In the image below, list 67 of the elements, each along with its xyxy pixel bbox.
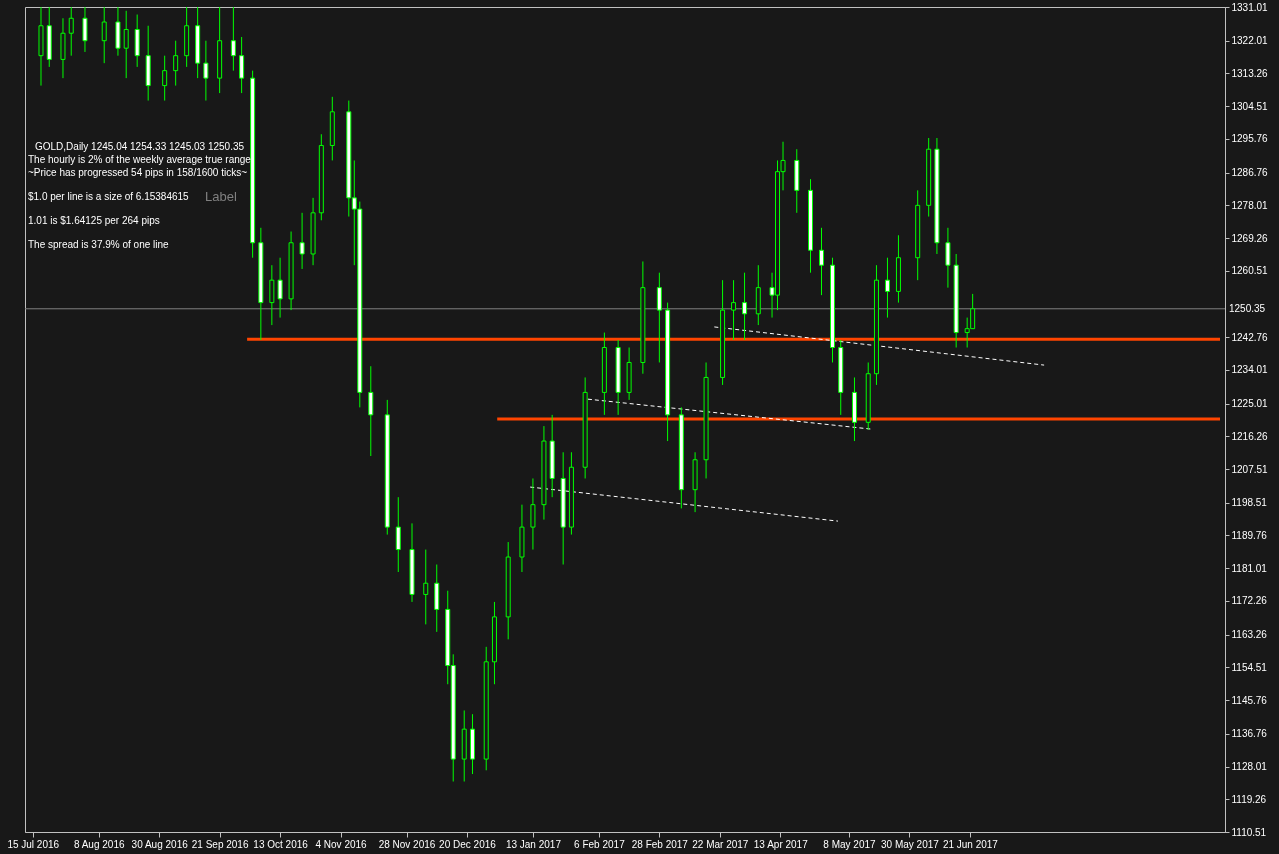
y-tick-label: 1295.76	[1231, 133, 1269, 145]
y-tick-label: 1172.26	[1231, 595, 1268, 607]
y-tick-label: 1119.26	[1231, 793, 1267, 805]
ref-line-label: 1250.35	[1229, 302, 1266, 314]
candlestick	[203, 40, 209, 102]
x-tick-label: 21 Jun 2017	[942, 838, 999, 850]
y-tick-label: 1322.01	[1231, 35, 1269, 47]
y-tick-label: 1225.01	[1231, 398, 1269, 410]
candlestick	[82, 6, 88, 53]
candlestick	[530, 477, 536, 551]
y-tick-label: 1198.51	[1231, 497, 1268, 509]
y-tick-label: 1313.26	[1231, 67, 1269, 79]
candlestick	[239, 36, 245, 94]
y-tick-label: 1154.51	[1231, 661, 1268, 673]
x-tick-label: 6 Feb 2017	[574, 838, 626, 850]
y-tick-label: 1286.76	[1231, 167, 1269, 179]
candlestick	[277, 257, 283, 319]
x-tick-label: 21 Sep 2016	[191, 838, 249, 850]
y-tick-label: 1128.01	[1231, 761, 1268, 773]
x-tick-label: 22 Mar 2017	[692, 838, 749, 850]
candlestick	[656, 272, 662, 363]
y-tick-label: 1260.51	[1231, 265, 1269, 277]
y-tick-label: 1278.01	[1231, 199, 1269, 211]
y-tick-label: 1145.76	[1231, 694, 1268, 706]
candlestick	[395, 496, 401, 573]
x-tick-label: 4 Nov 2016	[315, 838, 368, 850]
x-tick-label: 8 May 2017	[823, 838, 877, 850]
x-tick-label: 20 Dec 2016	[439, 838, 497, 850]
annotation: Label	[205, 189, 237, 204]
y-tick-label: 1234.01	[1231, 364, 1269, 376]
y-tick-label: 1269.26	[1231, 232, 1269, 244]
x-tick-label: 13 Jan 2017	[505, 838, 562, 850]
x-tick-label: 28 Feb 2017	[631, 838, 689, 850]
candlestick	[173, 40, 179, 87]
candlestick	[731, 279, 737, 341]
candlestick	[884, 257, 890, 319]
x-tick-label: 30 May 2017	[881, 838, 940, 850]
annotation: ~Price has progressed 54 pips in 158/1600 ticks~	[28, 167, 248, 178]
y-tick-label: 1216.26	[1231, 430, 1269, 442]
candlestick	[819, 227, 824, 296]
annotation: $1.0 per line is a size of 6.15384615	[28, 191, 190, 202]
x-tick-label: 30 Aug 2016	[131, 838, 189, 850]
y-tick-label: 1207.51	[1231, 463, 1269, 475]
text: GOLD,Daily 1245.04 1254.33 1245.03 1250.35	[35, 141, 245, 152]
annotation: 1.01 is $1.64125 per 264 pips	[28, 215, 160, 226]
candlestick	[269, 264, 275, 326]
y-tick-label: 1163.26	[1231, 629, 1268, 641]
candlestick	[162, 55, 168, 102]
y-tick-label: 1136.76	[1231, 728, 1268, 740]
candlestick	[230, 6, 236, 72]
x-tick-label: 15 Jul 2016	[7, 838, 60, 850]
x-tick-label: 28 Nov 2016	[378, 838, 436, 850]
y-tick-label: 1331.01	[1231, 1, 1269, 13]
candlestick	[945, 227, 951, 289]
candlestick	[123, 10, 129, 79]
y-tick-label: 1110.51	[1231, 826, 1267, 838]
x-tick-label: 13 Oct 2016	[253, 838, 309, 850]
candlestick	[299, 212, 305, 270]
y-tick-label: 1189.76	[1231, 529, 1268, 541]
x-tick-label: 8 Aug 2016	[73, 838, 125, 850]
annotation: The spread is 37.9% of one line	[28, 239, 170, 250]
y-tick-label: 1181.01	[1231, 562, 1268, 574]
y-tick-label: 1304.51	[1231, 100, 1269, 112]
y-tick-label: 1242.76	[1231, 331, 1269, 343]
candlestick	[423, 549, 429, 625]
candlestick	[368, 365, 374, 457]
x-tick-label: 13 Apr 2017	[753, 838, 809, 850]
